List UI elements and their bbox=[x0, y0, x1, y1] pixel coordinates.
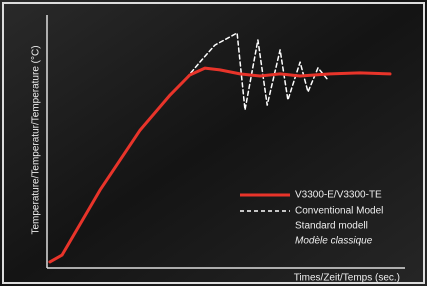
y-axis-label: Temperature/Temperatur/Temperature (°C) bbox=[31, 45, 42, 234]
chart: Temperature/Temperatur/Temperature (°C) … bbox=[0, 0, 427, 286]
legend-label: Standard modell bbox=[295, 221, 368, 232]
legend-label: V3300-E/V3300-TE bbox=[295, 190, 382, 201]
legend-label: Conventional Model bbox=[295, 206, 383, 217]
legend-label: Modèle classique bbox=[295, 236, 373, 247]
x-axis-label: Times/Zeit/Temps (sec.) bbox=[294, 273, 400, 284]
